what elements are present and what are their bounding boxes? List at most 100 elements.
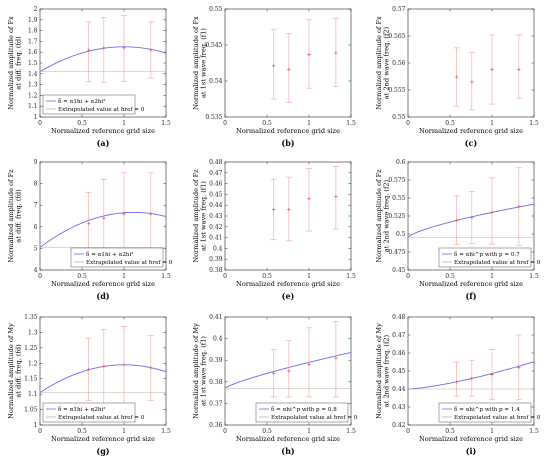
y-axis-label-line: Normalized amplitude of Fz xyxy=(7,169,15,263)
y-tick-label: 8 xyxy=(34,181,38,188)
legend-entry: Extrapolated value at href = 0 xyxy=(58,107,145,113)
x-tick-label: 1.5 xyxy=(346,273,356,280)
y-tick-label: 0.47 xyxy=(392,332,406,339)
y-tick-label: 0.38 xyxy=(209,267,223,274)
x-tick-label: 0 xyxy=(406,428,410,435)
data-point xyxy=(122,212,126,216)
x-tick-label: 1.5 xyxy=(161,120,171,127)
fit-curve xyxy=(39,46,167,73)
legend-entry: Extrapolated value at href = 0 xyxy=(454,415,541,421)
x-tick-label: 1.5 xyxy=(529,428,539,435)
y-tick-label: 1.8 xyxy=(28,28,38,35)
y-axis-label-line: at diff. freq. (fd) xyxy=(15,36,23,90)
y-tick-label: 1.1 xyxy=(28,391,38,398)
y-tick-label: 1.05 xyxy=(24,407,38,414)
legend-entry: Extrapolated value at href = 0 xyxy=(454,260,541,266)
x-tick-label: 1 xyxy=(122,120,126,127)
data-point xyxy=(334,51,338,55)
data-point xyxy=(470,80,474,84)
y-tick-label: 0.45 xyxy=(209,191,223,198)
legend-entry: δ = αhi^p with p = 1.4 xyxy=(454,406,520,413)
legend-box xyxy=(438,247,532,268)
y-axis-label-line: Normalized amplitude of Fx xyxy=(7,16,15,110)
y-tick-label: 1.2 xyxy=(28,92,38,99)
data-point xyxy=(102,46,106,50)
x-axis-label: Normalized reference grid size xyxy=(419,435,523,443)
data-point xyxy=(87,48,91,52)
legend-box xyxy=(70,247,164,268)
y-tick-label: 0.38 xyxy=(209,379,223,386)
fit-curve xyxy=(39,211,167,248)
x-tick-label: 0 xyxy=(406,120,410,127)
x-tick-label: 0.5 xyxy=(77,120,87,127)
x-tick-label: 1.5 xyxy=(161,273,171,280)
y-tick-label: 0.57 xyxy=(392,6,406,13)
data-point xyxy=(455,380,459,384)
x-tick-label: 1 xyxy=(307,428,311,435)
panel-label: (d) xyxy=(96,291,109,301)
legend-box xyxy=(42,402,136,423)
y-axis-label-line: Normalized amplitude of Fx xyxy=(375,16,383,110)
x-tick-label: 0.5 xyxy=(262,120,272,127)
data-point xyxy=(149,48,153,52)
data-point xyxy=(455,218,459,222)
legend-entry: δ = α1hi + α2hi² xyxy=(86,251,134,258)
x-axis-label: Normalized reference grid size xyxy=(419,127,523,135)
chart-panel-4: 0 0.5 1 1.5 4 5 6 7 8 9 Normalized reference grid … xyxy=(7,159,173,301)
data-point xyxy=(307,197,311,201)
y-axis-label-line: at 2nd wave freq. (f2) xyxy=(383,179,391,252)
y-tick-label: 0.42 xyxy=(209,224,223,231)
legend-entry: Extrapolated value at href = 0 xyxy=(58,415,145,421)
data-point xyxy=(122,46,126,50)
data-point xyxy=(307,52,311,56)
y-axis-label-line: Normalized amplitude of Fz xyxy=(192,169,200,263)
data-point xyxy=(470,215,474,220)
y-tick-label: 0.46 xyxy=(392,350,406,357)
y-tick-label: 0.39 xyxy=(209,357,223,364)
x-axis-label: Normalized reference grid size xyxy=(236,127,340,135)
chart-panel-6: 0 0.5 1 1.5 0.45 0.475 0.5 0.525 0.55 0.575 0.6 Nor… xyxy=(375,159,541,301)
data-point xyxy=(272,207,276,212)
y-axis-label-line: at 1st wave freq. (f1) xyxy=(200,181,208,251)
x-axis-label: Normalized reference grid size xyxy=(51,435,155,443)
x-tick-label: 1 xyxy=(122,428,126,435)
x-tick-label: 0 xyxy=(406,273,410,280)
data-point xyxy=(87,221,91,226)
legend-entry: δ = αhi^p with p = 0.8 xyxy=(271,406,337,413)
data-point xyxy=(122,363,126,367)
panel-label: (g) xyxy=(96,446,109,456)
data-point xyxy=(470,376,474,380)
data-point xyxy=(334,356,338,360)
data-point xyxy=(149,366,153,370)
y-tick-label: 0.45 xyxy=(392,267,406,274)
panel-label: (a) xyxy=(97,138,110,148)
data-point xyxy=(287,369,291,373)
chart-panel-2: 0 0.5 1 1.5 0.535 0.54 0.545 0.55 Normalized ref… xyxy=(192,6,356,148)
x-tick-label: 1 xyxy=(307,273,311,280)
y-axis-label-line: Normalized amplitude of Fz xyxy=(375,169,383,263)
y-axis-label-line: at 2nd wave freq. (f2) xyxy=(383,26,391,99)
y-tick-label: 0.44 xyxy=(209,202,223,209)
data-point xyxy=(307,362,311,367)
data-point xyxy=(455,75,459,79)
legend: δ = α1hi + α2hi² Extrapolated value at hr… xyxy=(42,94,145,115)
legend: δ = α1hi + α2hi² Extrapolated value at hr… xyxy=(70,247,173,268)
chart-panel-1: 0 0.5 1 1.5 1 1.1 1.2 1.3 1.4 1.5 1.6 1.7 1.8 1.9 2 Nor… xyxy=(7,6,171,148)
y-tick-label: 0.41 xyxy=(209,314,222,321)
y-tick-label: 0.43 xyxy=(209,213,223,220)
legend-box xyxy=(255,402,349,423)
x-tick-label: 0.5 xyxy=(262,428,272,435)
y-tick-label: 0.55 xyxy=(392,114,406,121)
data-point xyxy=(287,67,291,72)
data-point xyxy=(517,205,521,209)
panel-label: (c) xyxy=(465,138,478,148)
y-tick-label: 2 xyxy=(34,6,38,13)
y-axis-label-line: Normalized amplitude of Fx xyxy=(192,16,200,110)
y-tick-label: 0.39 xyxy=(209,256,223,263)
chart-panel-7: 0 0.5 1 1.5 1 1.05 1.1 1.15 1.2 1.25 1.3 1.35 Normal… xyxy=(7,314,171,456)
x-tick-label: 0 xyxy=(38,273,42,280)
y-axis-label-line: at 1st wave freq. (f1) xyxy=(200,336,208,406)
y-tick-label: 0.575 xyxy=(388,177,405,184)
panel-label: (i) xyxy=(466,446,477,456)
